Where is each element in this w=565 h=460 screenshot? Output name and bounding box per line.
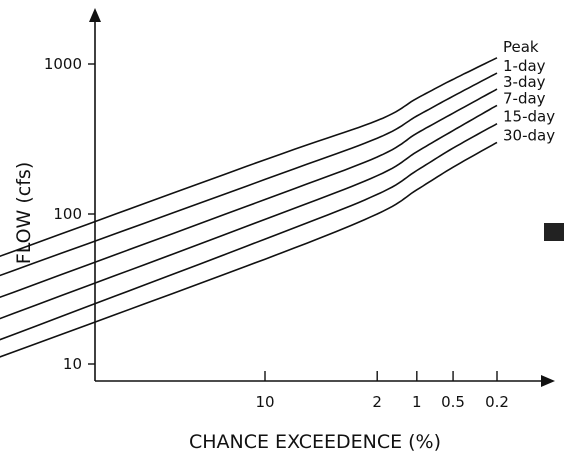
series-label: Peak (503, 38, 539, 56)
x-axis-title: CHANCE EXCEEDENCE (%) (189, 431, 441, 453)
x-tick-label: 0.5 (441, 393, 465, 411)
y-tick-label: 10 (63, 355, 82, 373)
series-line (0, 88, 498, 299)
x-tick-label: 2 (372, 393, 382, 411)
y-tick-label: 100 (53, 205, 82, 223)
series-line (0, 123, 498, 341)
x-axis-arrow-icon (541, 375, 555, 387)
series-label: 15-day (503, 108, 555, 126)
x-tick-label: 1 (412, 393, 422, 411)
square-marker (544, 223, 564, 241)
series-label: 30-day (503, 126, 555, 144)
series-label: 3-day (503, 73, 546, 91)
x-tick-label: 0.2 (485, 393, 509, 411)
y-tick-label: 1000 (44, 55, 82, 73)
y-axis-arrow-icon (89, 8, 101, 22)
series-line (0, 72, 498, 277)
series-line (0, 57, 498, 258)
series-label: 1-day (503, 57, 546, 75)
series-lines (0, 57, 498, 358)
series-line (0, 141, 498, 358)
series-label: 7-day (503, 89, 546, 107)
axes: 10 100 1000 10 2 1 0.5 0.2 (44, 8, 555, 411)
x-tick-label: 10 (255, 393, 274, 411)
series-line (0, 104, 498, 320)
y-axis-title: FLOW (cfs) (13, 162, 35, 264)
